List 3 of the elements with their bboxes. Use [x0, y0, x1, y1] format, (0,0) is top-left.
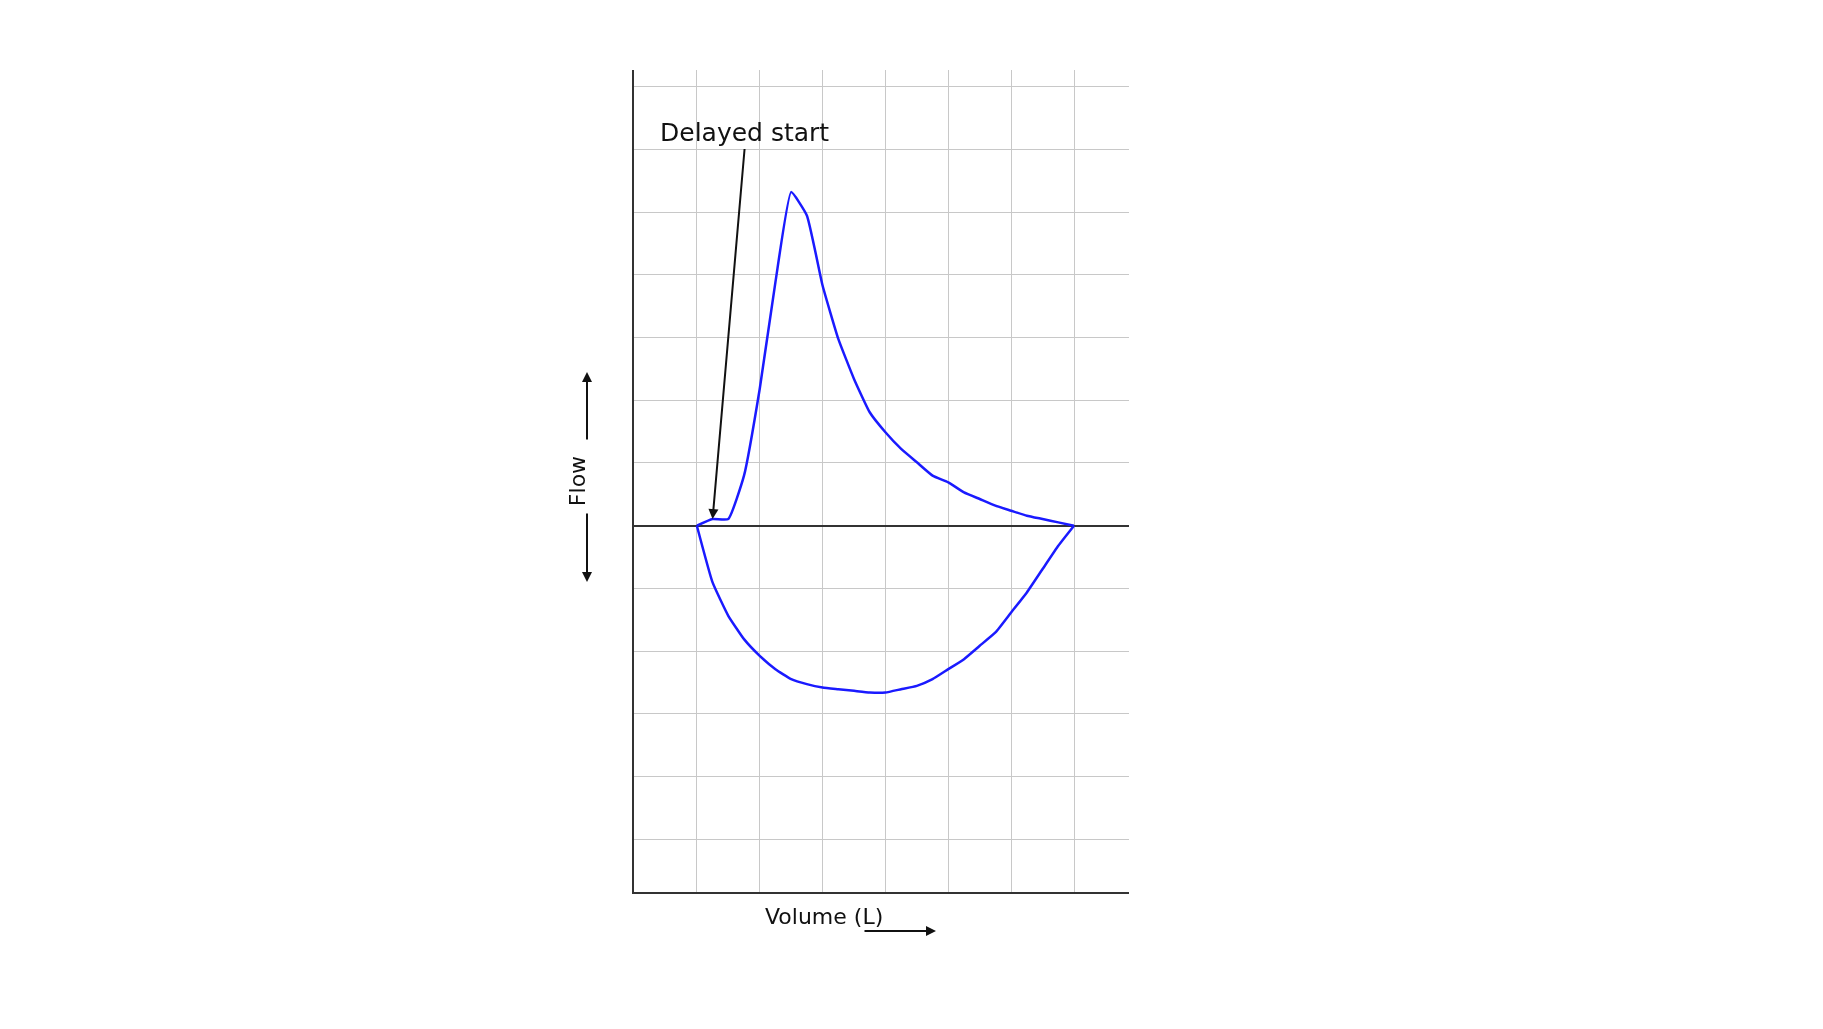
- text: Volume (L): [765, 904, 884, 929]
- y-axis-title: Flow: [565, 455, 591, 507]
- text: Delayed start: [660, 118, 830, 147]
